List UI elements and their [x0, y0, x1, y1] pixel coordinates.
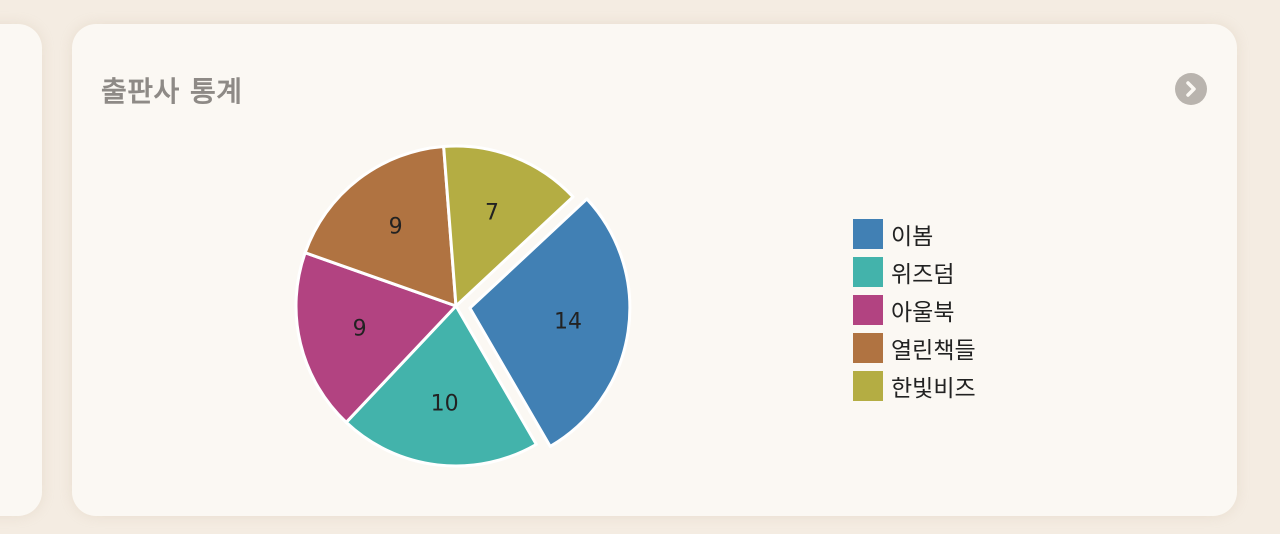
pie-slice-3[interactable]: [294, 251, 458, 424]
legend-swatch: [853, 371, 883, 401]
legend-item[interactable]: 위즈덤: [853, 253, 976, 291]
legend-swatch: [853, 257, 883, 287]
legend-label: 열린책들: [891, 338, 976, 364]
legend-label: 한빛비즈: [891, 376, 976, 402]
pie-slice-5[interactable]: [442, 144, 575, 308]
pie-slice-4[interactable]: [303, 144, 458, 308]
legend-label: 위즈덤: [891, 262, 955, 288]
legend-label: 이봄: [891, 224, 934, 250]
card-title: 출판사 통계: [101, 75, 243, 108]
previous-card: [0, 24, 42, 516]
legend-item[interactable]: 이봄: [853, 215, 976, 253]
legend-swatch: [853, 333, 883, 363]
pie-slice-2[interactable]: [344, 304, 538, 468]
pie-slice-value-label: 7: [485, 201, 499, 226]
chevron-right-icon[interactable]: [1175, 73, 1207, 105]
legend-swatch: [853, 219, 883, 249]
pie-chart: 14 10 9 9 7: [294, 144, 632, 468]
pie-slice-value-label: 9: [353, 316, 367, 341]
legend-swatch: [853, 295, 883, 325]
legend-item[interactable]: 한빛비즈: [853, 367, 976, 405]
pie-slice-value-label: 10: [431, 392, 459, 417]
legend-item[interactable]: 아울북: [853, 291, 976, 329]
pie-slice-value-label: 9: [389, 214, 403, 239]
legend-item[interactable]: 열린책들: [853, 329, 976, 367]
pie-slice-value-label: 14: [554, 310, 582, 335]
legend-label: 아울북: [891, 300, 955, 326]
pie-slice-1[interactable]: [468, 197, 632, 448]
